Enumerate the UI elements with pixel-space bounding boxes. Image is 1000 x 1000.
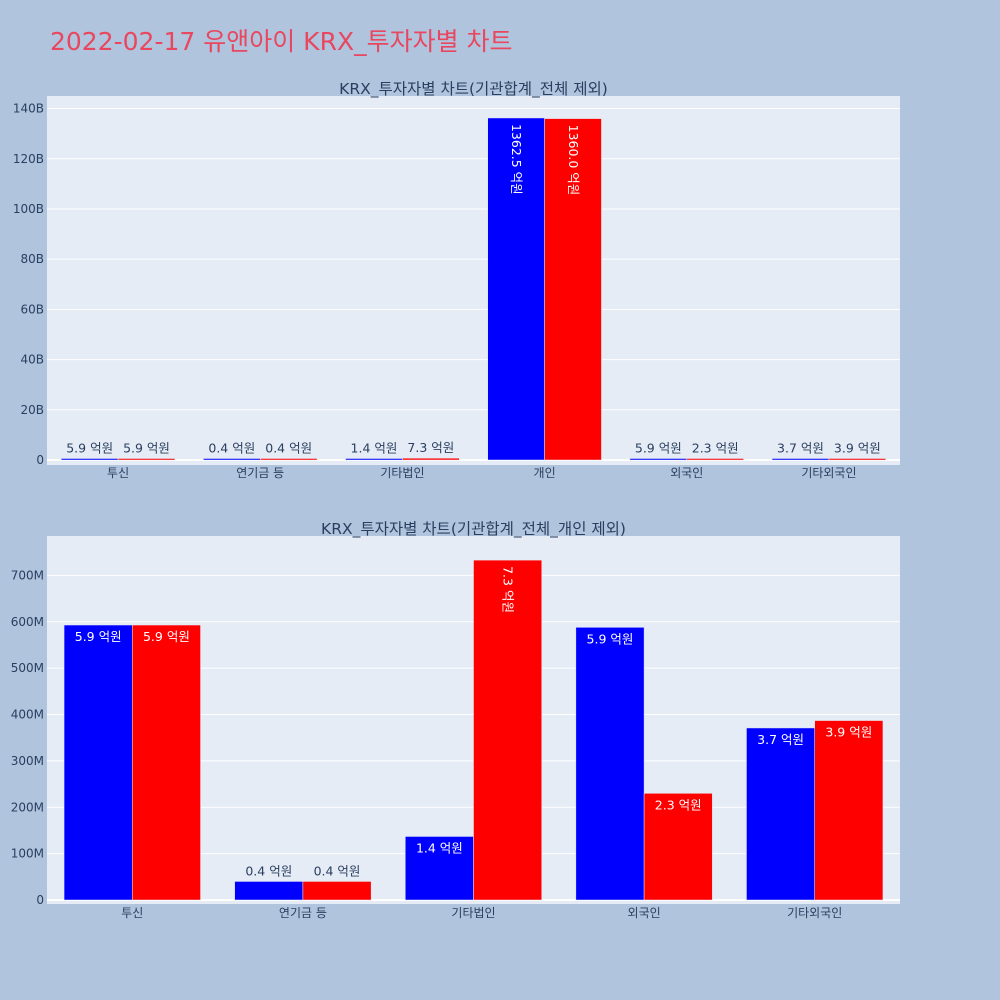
chart-2: 0 100M 200M 300M 400M 500M 600M 700M KRX_투자자별 차트… xyxy=(11,520,900,920)
bar xyxy=(260,458,318,461)
y-tick-label: 60B xyxy=(20,302,44,316)
data-label: 2.3 억원 xyxy=(692,441,739,456)
x-tick-label: 투신 xyxy=(107,466,129,480)
data-label: 7.3 억원 xyxy=(407,440,454,455)
data-label: 5.9 억원 xyxy=(123,441,170,456)
data-label: 1362.5 억원 xyxy=(509,124,524,195)
bar xyxy=(203,458,261,461)
plot-background xyxy=(47,96,900,465)
data-label: 1360.0 억원 xyxy=(566,125,581,196)
data-label: 5.9 억원 xyxy=(143,629,190,644)
y-tick-label: 300M xyxy=(11,754,44,768)
bar xyxy=(402,457,460,461)
chart-title: KRX_투자자별 차트(기관합계_전체 제외) xyxy=(339,80,608,99)
page-title: 2022-02-17 유앤아이 KRX_투자자별 차트 xyxy=(50,27,513,56)
x-tick-label: 기타법인 xyxy=(380,466,424,480)
x-tick-label: 외국인 xyxy=(670,466,703,480)
y-tick-label: 0 xyxy=(36,893,44,907)
bar xyxy=(746,727,815,901)
data-label: 5.9 억원 xyxy=(75,629,122,644)
data-label: 3.9 억원 xyxy=(834,441,881,456)
bar xyxy=(629,458,688,461)
data-label: 5.9 억원 xyxy=(635,441,682,456)
bar xyxy=(575,627,645,901)
y-tick-label: 100M xyxy=(11,847,44,861)
y-tick-label: 400M xyxy=(11,708,44,722)
chart-title: KRX_투자자별 차트(기관합계_전체_개인 제외) xyxy=(321,520,626,539)
x-tick-label: 연기금 등 xyxy=(279,906,327,920)
bar xyxy=(63,624,133,901)
data-label: 1.4 억원 xyxy=(351,441,398,456)
y-tick-label: 700M xyxy=(11,568,44,582)
x-tick-label: 기타외국인 xyxy=(787,906,842,920)
data-label: 2.3 억원 xyxy=(655,797,702,812)
data-label: 1.4 억원 xyxy=(416,840,463,855)
data-label: 0.4 억원 xyxy=(314,863,361,878)
bar xyxy=(686,458,744,461)
y-tick-label: 20B xyxy=(20,403,44,417)
y-tick-label: 120B xyxy=(13,152,44,166)
bar xyxy=(771,458,830,461)
bar xyxy=(487,117,545,461)
y-tick-label: 200M xyxy=(11,800,44,814)
x-tick-label: 연기금 등 xyxy=(236,466,284,480)
data-label: 0.4 억원 xyxy=(245,863,292,878)
y-tick-label: 40B xyxy=(20,353,44,367)
y-tick-label: 140B xyxy=(13,102,44,116)
bar xyxy=(60,458,119,461)
data-label: 0.4 억원 xyxy=(208,441,255,456)
bar xyxy=(345,458,403,461)
y-tick-label: 100B xyxy=(13,202,44,216)
bar xyxy=(814,720,884,901)
x-tick-label: 투신 xyxy=(121,906,143,920)
bar xyxy=(828,458,887,461)
bar xyxy=(302,881,372,901)
bar xyxy=(405,836,474,901)
data-label: 3.9 억원 xyxy=(825,725,872,740)
data-label: 3.7 억원 xyxy=(777,441,824,456)
data-label: 5.9 억원 xyxy=(587,631,634,646)
y-tick-label: 0 xyxy=(36,453,44,467)
x-tick-label: 개인 xyxy=(534,466,556,480)
bar xyxy=(132,624,201,901)
y-tick-label: 500M xyxy=(11,661,44,675)
data-label: 3.7 억원 xyxy=(757,732,804,747)
bar xyxy=(117,458,176,461)
y-tick-label: 600M xyxy=(11,615,44,629)
x-tick-label: 기타법인 xyxy=(451,906,495,920)
bar xyxy=(544,118,602,461)
x-tick-label: 기타외국인 xyxy=(801,466,856,480)
bar xyxy=(473,559,542,901)
data-label: 7.3 억원 xyxy=(501,566,516,613)
x-tick-label: 외국인 xyxy=(628,906,661,920)
y-tick-label: 80B xyxy=(20,252,44,266)
chart-1: 0 20B 40B 60B 80B 100B 120B 140B KRX_투자자별 차트(기관합… xyxy=(13,80,900,480)
data-label: 0.4 억원 xyxy=(265,441,312,456)
bar xyxy=(643,793,713,901)
data-label: 5.9 억원 xyxy=(66,441,113,456)
bar xyxy=(234,881,304,901)
